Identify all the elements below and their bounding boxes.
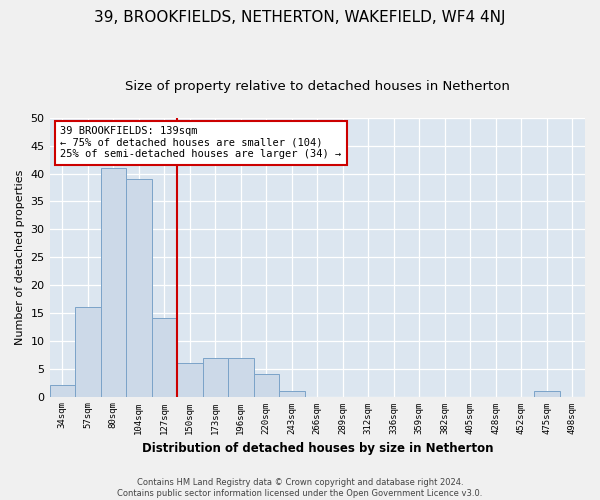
Bar xyxy=(126,179,152,396)
Bar xyxy=(75,308,101,396)
Y-axis label: Number of detached properties: Number of detached properties xyxy=(15,170,25,345)
Bar xyxy=(203,358,228,397)
Bar xyxy=(254,374,279,396)
Bar xyxy=(101,168,126,396)
Bar xyxy=(534,391,560,396)
Text: Contains HM Land Registry data © Crown copyright and database right 2024.
Contai: Contains HM Land Registry data © Crown c… xyxy=(118,478,482,498)
Text: 39, BROOKFIELDS, NETHERTON, WAKEFIELD, WF4 4NJ: 39, BROOKFIELDS, NETHERTON, WAKEFIELD, W… xyxy=(94,10,506,25)
Bar xyxy=(228,358,254,397)
Bar xyxy=(50,386,75,396)
Bar xyxy=(279,391,305,396)
Bar xyxy=(177,363,203,396)
Bar xyxy=(152,318,177,396)
Text: 39 BROOKFIELDS: 139sqm
← 75% of detached houses are smaller (104)
25% of semi-de: 39 BROOKFIELDS: 139sqm ← 75% of detached… xyxy=(60,126,341,160)
X-axis label: Distribution of detached houses by size in Netherton: Distribution of detached houses by size … xyxy=(142,442,493,455)
Title: Size of property relative to detached houses in Netherton: Size of property relative to detached ho… xyxy=(125,80,510,93)
